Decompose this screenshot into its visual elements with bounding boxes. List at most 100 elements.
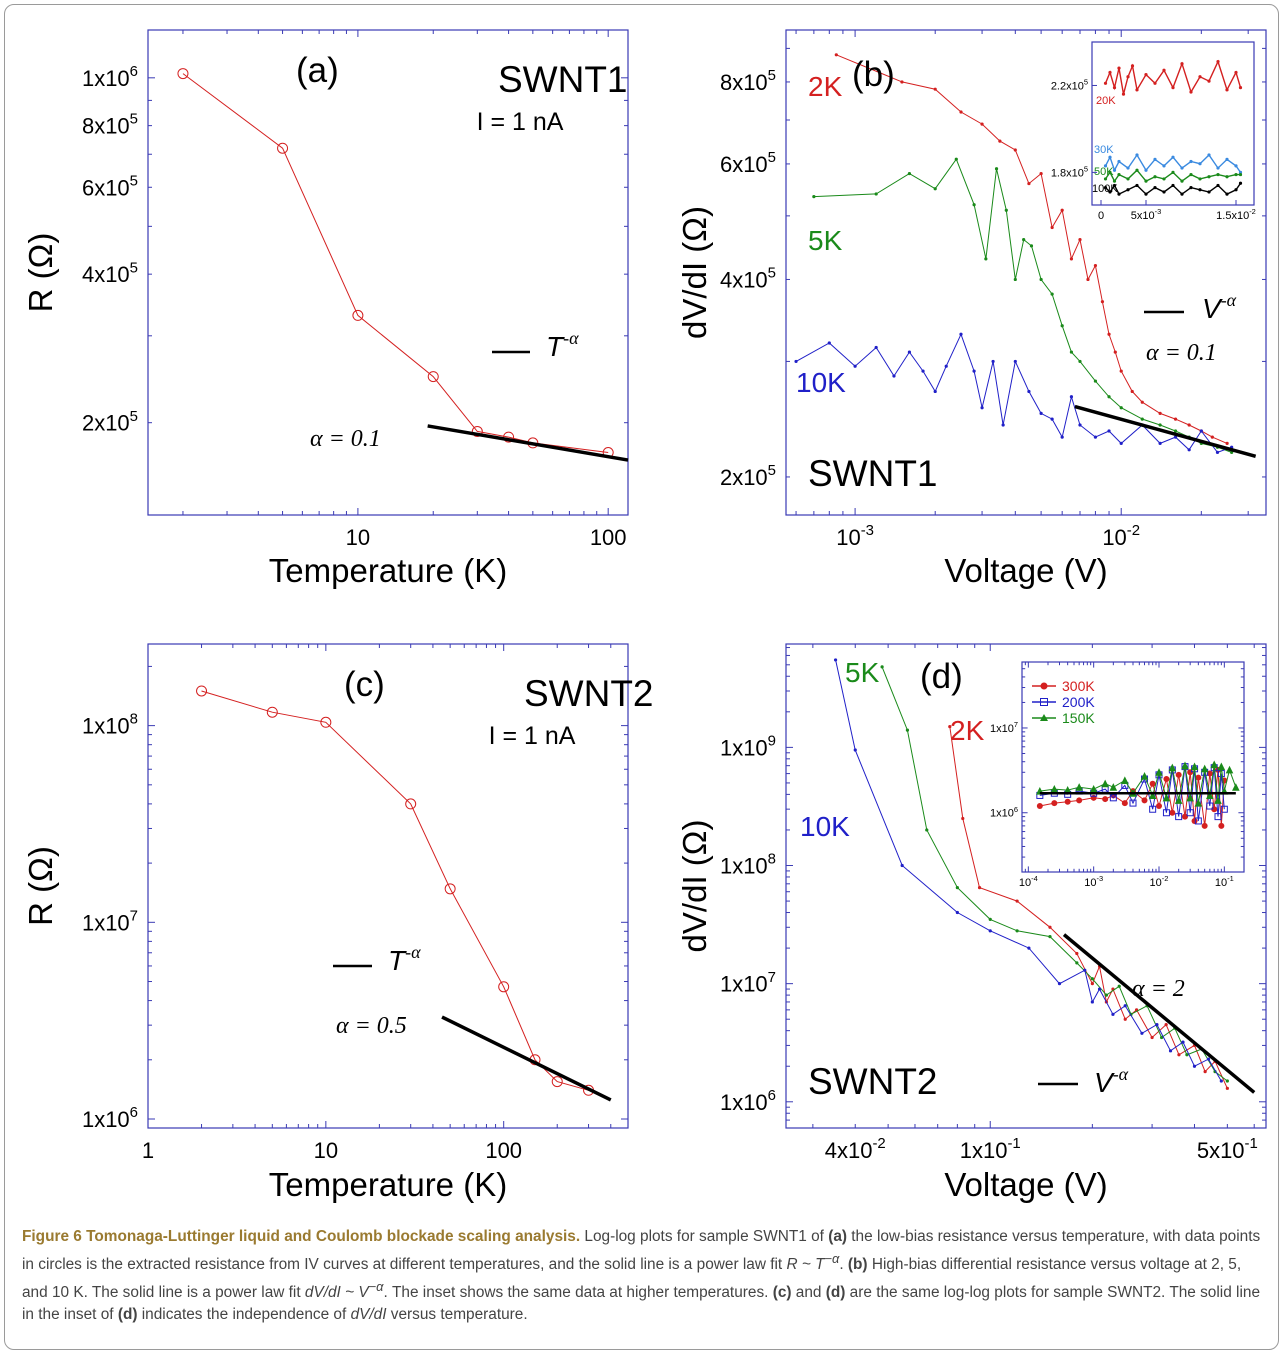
inset-series-label-50K: 50K — [1094, 166, 1114, 178]
data-point — [1153, 81, 1157, 85]
data-point — [1060, 435, 1064, 439]
data-point — [1162, 68, 1166, 72]
caption-formula-exp: −α — [824, 1251, 840, 1266]
inset-legend-marker — [1040, 698, 1048, 706]
data-point — [1219, 1079, 1223, 1083]
data-point — [1187, 423, 1191, 427]
data-point — [1027, 946, 1031, 950]
y-tick-label: 2x105 — [82, 408, 138, 436]
data-point — [1174, 796, 1183, 804]
sample-label: SWNT2 — [808, 1061, 938, 1102]
y-tick-label: 4x105 — [720, 265, 776, 293]
data-point — [1117, 159, 1121, 164]
data-point — [1093, 435, 1098, 439]
data-point — [1220, 805, 1228, 813]
data-point — [1078, 423, 1082, 427]
data-point — [1103, 164, 1108, 168]
data-point — [352, 309, 364, 321]
caption-text: . The inset shows the same data at highe… — [383, 1284, 773, 1302]
data-point — [1177, 1053, 1181, 1057]
y-tick-label: 8x105 — [82, 111, 138, 139]
data-point — [1112, 168, 1117, 172]
data-point — [1064, 798, 1071, 805]
data-point — [980, 122, 984, 126]
data-point — [1119, 406, 1123, 410]
data-point — [1198, 188, 1202, 192]
data-point — [933, 389, 937, 394]
alpha-label: α = 0.5 — [336, 1013, 407, 1039]
data-point — [1164, 1023, 1168, 1027]
data-point — [1148, 791, 1157, 799]
data-point — [1093, 379, 1098, 383]
data-point — [1060, 208, 1064, 212]
y-tick-label: 6x105 — [82, 172, 138, 200]
inset-y-tick-label: 1x106 — [990, 805, 1018, 820]
data-point — [1083, 968, 1087, 972]
data-point — [471, 425, 483, 437]
data-point — [1057, 982, 1062, 986]
data-point — [1206, 1057, 1211, 1061]
data-point — [874, 192, 878, 196]
data-point — [1171, 170, 1175, 174]
data-point — [959, 110, 963, 114]
data-point — [874, 345, 878, 350]
data-point — [1169, 809, 1176, 816]
data-point — [853, 364, 857, 368]
data-point — [1108, 70, 1112, 75]
data-point — [1216, 183, 1220, 188]
series-line-data — [201, 690, 589, 1091]
y-tick-label: 1x109 — [720, 732, 776, 760]
data-point — [1210, 435, 1214, 439]
alpha-label: α = 0.1 — [310, 426, 381, 452]
x-axis-label: Temperature (K) — [269, 1166, 507, 1203]
data-point — [1117, 192, 1121, 196]
inset-legend-label-200K: 200K — [1062, 694, 1095, 710]
data-point — [1203, 1070, 1207, 1074]
y-tick-label: 1x107 — [720, 969, 776, 997]
inset-series-label-20K: 20K — [1096, 95, 1116, 107]
series-label-5K: 5K — [808, 225, 843, 256]
x-tick-label: 1 — [142, 1138, 154, 1163]
data-point — [1090, 1000, 1094, 1004]
axes-frame — [1091, 41, 1255, 206]
data-point — [1162, 164, 1166, 168]
data-point — [1238, 86, 1243, 90]
data-point — [1130, 64, 1135, 68]
data-point — [1103, 186, 1108, 190]
data-point — [1171, 155, 1175, 159]
data-point — [320, 716, 332, 728]
data-point — [1162, 177, 1166, 181]
y-axis-label: dV/dI (Ω) — [676, 206, 713, 339]
axes-frame — [147, 29, 629, 516]
data-point — [991, 359, 995, 364]
data-point — [1103, 81, 1108, 85]
power-law-fit-line — [427, 424, 629, 462]
caption-ref: (c) — [772, 1284, 792, 1302]
data-point — [1200, 764, 1209, 773]
data-point — [1050, 292, 1054, 296]
panel-label: (d) — [920, 657, 963, 696]
data-point — [1238, 172, 1243, 177]
data-point — [1155, 803, 1162, 810]
data-point — [1051, 800, 1058, 807]
data-point — [1135, 168, 1139, 172]
inset-x-tick-label: 10-2 — [1150, 874, 1169, 889]
data-point — [1153, 186, 1157, 190]
data-point — [1093, 263, 1098, 268]
data-point — [1225, 441, 1229, 445]
data-point — [1112, 86, 1117, 90]
y-axis-label: dV/dI (Ω) — [676, 820, 713, 953]
caption-ref: (b) — [847, 1256, 868, 1274]
inset-series-label-30K: 30K — [1094, 144, 1114, 156]
data-point — [1086, 277, 1090, 282]
data-point — [1149, 805, 1157, 813]
data-point — [1158, 441, 1162, 445]
data-point — [1048, 925, 1052, 929]
series-label-10K: 10K — [796, 367, 846, 398]
inset-b: 0 5x10-3 1.5x10-2 1.8x105 2.2x105 20K 30K 50K 10… — [1051, 41, 1256, 222]
data-point — [1108, 170, 1112, 174]
data-point — [1153, 157, 1157, 161]
data-point — [1100, 300, 1105, 304]
data-point — [1150, 1035, 1154, 1040]
